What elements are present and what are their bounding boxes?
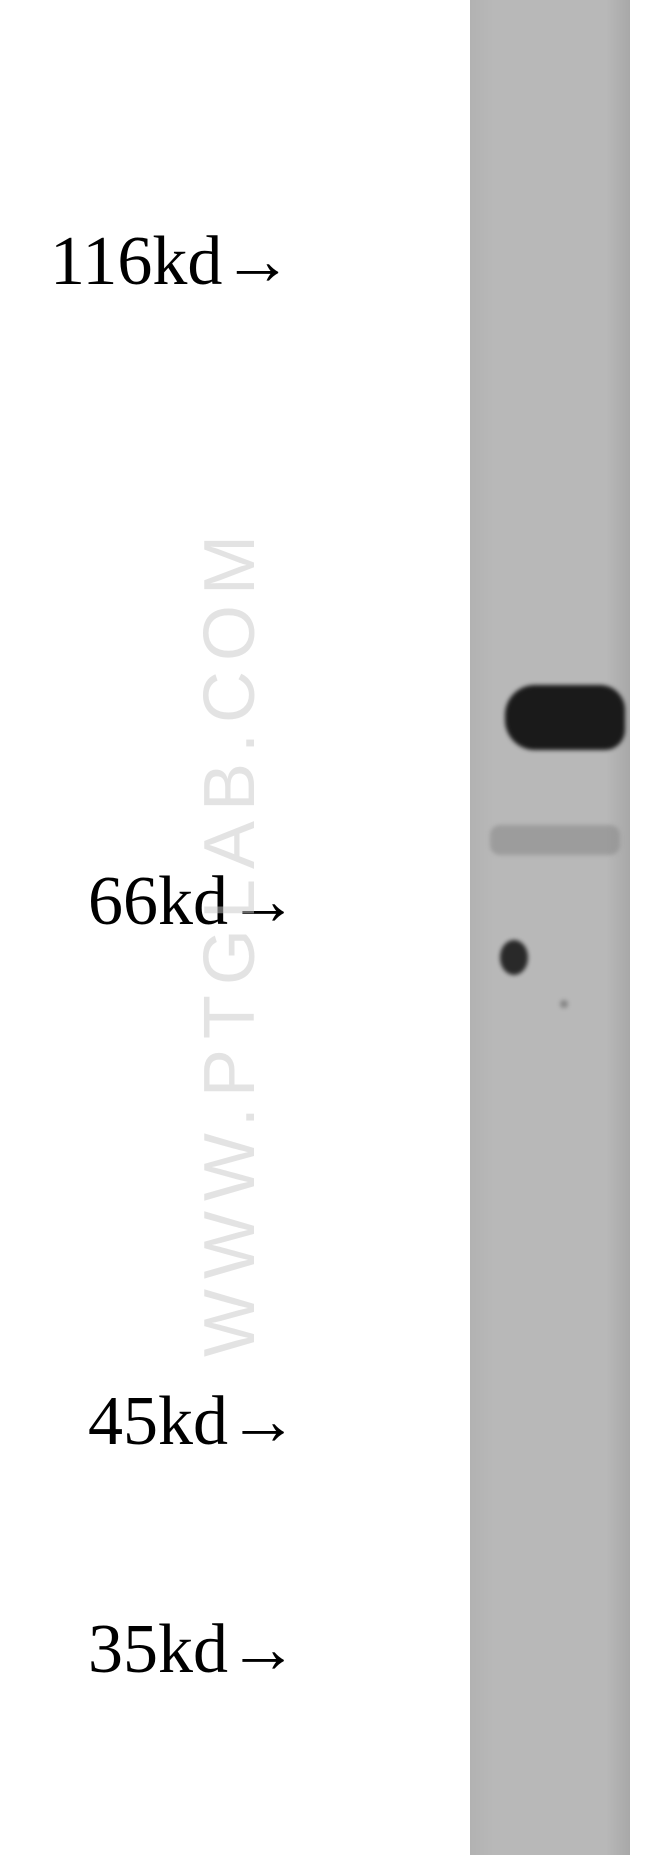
main-band [505, 685, 625, 750]
marker-116kd: 116kd→ [50, 222, 292, 302]
gel-lane [470, 0, 630, 1855]
marker-66kd: 66kd→ [88, 862, 298, 942]
marker-35kd: 35kd→ [88, 1610, 298, 1690]
faint-band [490, 825, 620, 855]
small-spot [500, 940, 528, 975]
tiny-spot [560, 1000, 568, 1008]
marker-45kd: 45kd→ [88, 1382, 298, 1462]
western-blot-figure: 116kd→ 66kd→ 45kd→ 35kd→ WWW.PTGLAB.COM [0, 0, 650, 1855]
